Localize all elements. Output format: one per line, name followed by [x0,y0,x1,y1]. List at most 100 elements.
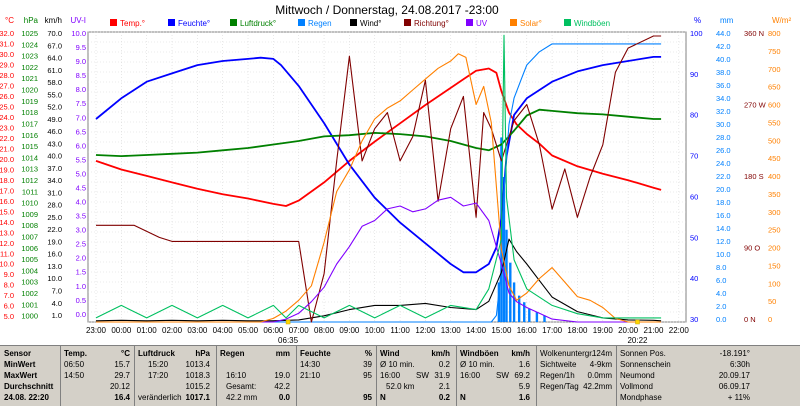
rain-max-time: 16:10 [226,371,247,380]
y-tick-label-left: 10.0 [0,260,14,269]
y-tick-label-left: 30.0 [0,50,14,59]
misc2-label-2: Neumond [620,371,655,380]
y-tick-label-left: 1001 [21,300,38,309]
y-tick-label-left: 21.0 [0,144,14,153]
rain-bar [528,308,531,322]
temp-avg-value: 20.12 [109,382,130,391]
x-tick-label: 02:00 [162,326,183,335]
y-tick-label-left: 1.0 [52,311,62,320]
y-tick-label-right: 50 [690,233,698,242]
rain-bar [543,315,546,322]
y-tick-label-left: 31.0 [0,39,14,48]
y-tick-label-left: 16.0 [0,197,14,206]
y-tick-label-right: 80 [690,111,698,120]
wind-avg-value: 0.2 [438,360,450,369]
x-tick-label: 13:00 [441,326,462,335]
y-tick-label-left: 0.0 [76,310,86,319]
sunrise-label: 06:35 [278,336,299,345]
plot-area [87,31,687,323]
y-tick-label-right: 100 [768,279,781,288]
series-line [96,35,662,323]
table-header-wind-unit: km/h [431,349,450,358]
x-tick-label: 23:00 [86,326,107,335]
x-tick-label: 21:00 [643,326,664,335]
y-tick-label-left: 29.0 [0,60,14,69]
table-header-rain: Regen [220,349,245,358]
wind-distance: 52.0 km [386,382,415,391]
y-tick-label-left: 1000 [21,312,38,321]
y-tick-label-right: 750 [768,47,781,56]
rain-bar [523,302,526,322]
y-tick-label-left: 13.0 [47,262,62,271]
y-tick-label-left: 1015 [21,142,38,151]
y-tick-label-left: 11.0 [0,249,14,258]
y-tick-label-right: 180 S [744,172,764,181]
pressure-avg-value: 1015.2 [185,382,210,391]
y-tick-label-left: 7.0 [52,287,62,296]
pressure-max-time: 17:20 [148,371,169,380]
x-tick-label: 22:00 [669,326,690,335]
row-label-now: 24.08. 22:20 [4,393,49,402]
misc1-value-2: 0.0mm [587,371,612,380]
y-tick-label-right: 350 [768,190,781,199]
legend-swatch [350,19,357,26]
sunrise-marker [285,319,291,325]
y-tick-label-right: 40 [690,274,698,283]
y-tick-label-left: 1013 [21,165,38,174]
y-tick-label-left: 1003 [21,278,38,287]
y-tick-label-right: 550 [768,118,781,127]
gust-now-direction: N [460,393,466,402]
axis-unit-right: mm [720,16,734,25]
y-tick-label-left: 1011 [22,187,38,196]
temp-min-time: 06:50 [64,360,85,369]
axis-unit-right: W/m² [772,16,791,25]
y-tick-label-left: 1018 [21,108,38,117]
legend-label: Temp.° [120,19,145,28]
y-tick-label-left: 1020 [21,86,38,95]
series-line [95,67,662,207]
y-tick-label-left: 3.5 [76,212,86,221]
axis-unit-left: UV-I [70,16,86,25]
wind-max-direction: SW [416,371,429,380]
misc2-value-4: + 11% [727,393,750,402]
table-header-pressure: Luftdruck [138,349,175,358]
table-header-humidity-unit: % [364,349,372,358]
misc2-value-3: 06.09.17 [718,382,750,391]
y-tick-label-right: 34.0 [716,94,731,103]
misc2-label-4: Mondphase [620,393,662,402]
y-tick-label-right: 200 [768,244,781,253]
y-tick-label-left: 37.0 [47,164,62,173]
y-tick-label-left: 1.0 [76,282,86,291]
misc1-label-1: Sichtweite [540,360,577,369]
series-line [96,196,662,323]
x-tick-label: 10:00 [365,326,386,335]
series-line [96,43,662,323]
y-tick-label-left: 7.0 [76,113,86,122]
humidity-now-value: 95 [363,393,372,402]
y-tick-label-left: 25.0 [0,102,14,111]
y-tick-label-left: 1019 [21,97,38,106]
y-tick-label-left: 5.5 [76,155,86,164]
y-tick-label-left: 9.0 [76,57,86,66]
row-label-min: MinWert [4,360,36,369]
y-tick-label-right: 2.0 [716,302,726,311]
y-tick-label-left: 70.0 [47,29,62,38]
table-header-humidity: Feuchte [300,349,331,358]
x-tick-label: 20:00 [618,326,639,335]
pressure-min-time: 15:20 [148,360,169,369]
wind-max-time: 16:00 [380,371,401,380]
legend-label: Luftdruck° [240,19,276,28]
y-tick-label-right: 600 [768,101,781,110]
humidity-min-value: 39 [363,360,372,369]
y-tick-label-right: 500 [768,136,781,145]
temp-max-value: 29.7 [114,371,130,380]
y-tick-label-right: 0 N [744,315,756,324]
y-tick-label-left: 61.0 [47,66,62,75]
y-tick-label-left: 1012 [21,176,38,185]
y-tick-label-left: 20.0 [0,155,14,164]
legend-swatch [230,19,237,26]
y-tick-label-left: 2.0 [76,254,86,263]
misc2-value-1: 6:30h [729,360,750,369]
pressure-now-value: 1017.1 [185,393,210,402]
